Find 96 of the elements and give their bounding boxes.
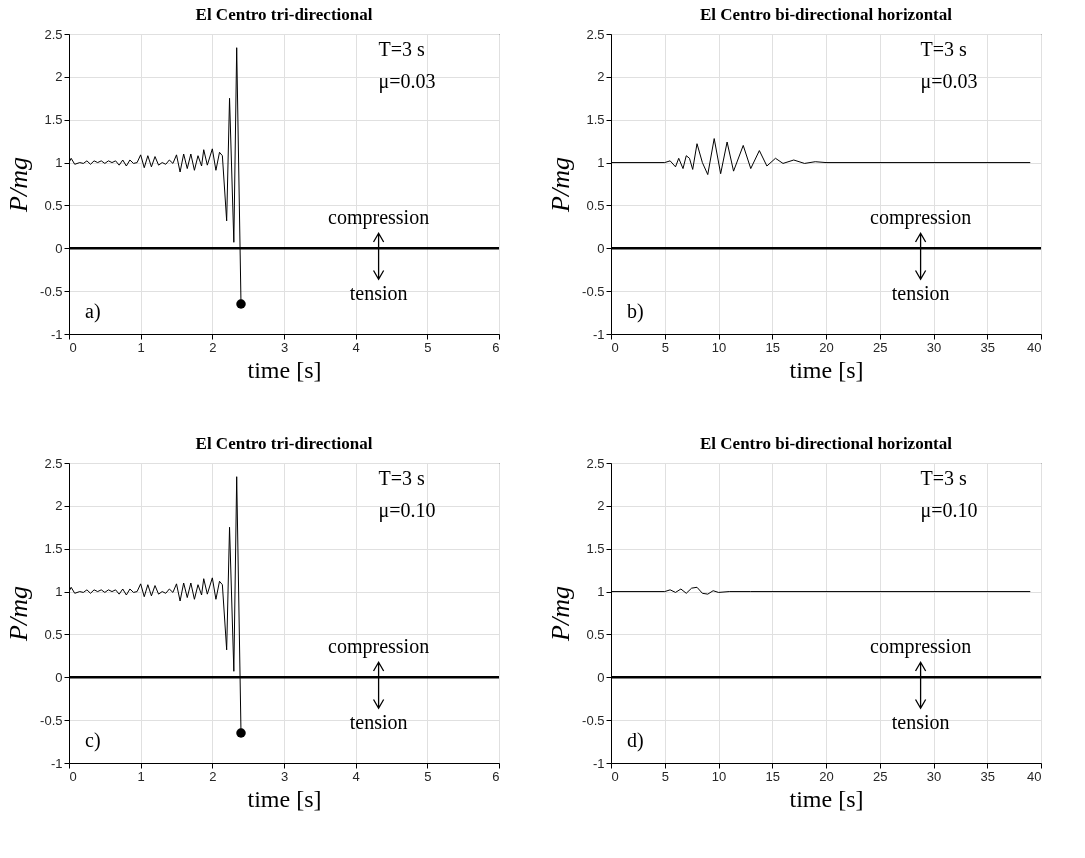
y-tick-label: 0.5	[44, 626, 63, 642]
x-tick-label: 20	[819, 339, 834, 355]
x-tick-label: 4	[352, 339, 360, 355]
annotation: c)	[85, 729, 101, 752]
x-tick-label: 5	[424, 768, 432, 784]
x-axis-title: time [s]	[247, 356, 322, 383]
x-tick-label: 6	[492, 339, 500, 355]
annotation: b)	[627, 300, 644, 323]
chart-title: El Centro tri-directional	[195, 5, 373, 24]
y-tick-label: -1	[592, 755, 605, 771]
x-tick-label: 0	[611, 339, 619, 355]
x-tick-label: 5	[424, 339, 432, 355]
annotation: T=3 s	[920, 467, 968, 489]
annotation: μ=0.03	[920, 70, 978, 93]
x-tick-label: 1	[137, 768, 145, 784]
x-tick-label: 30	[926, 768, 942, 784]
x-tick-label: 6	[492, 768, 500, 784]
x-tick-label: 15	[765, 768, 780, 784]
y-tick-label: 1	[55, 584, 63, 600]
y-tick-label: 2.5	[586, 455, 605, 471]
y-tick-label: 0.5	[586, 626, 605, 642]
y-tick-label: 0	[597, 669, 605, 685]
x-tick-label: 25	[873, 339, 888, 355]
annotation: μ=0.03	[378, 70, 436, 93]
x-tick-label: 0	[611, 768, 619, 784]
y-tick-label: 2	[597, 498, 605, 514]
y-tick-label: 1.5	[586, 112, 605, 128]
annotation: a)	[85, 300, 101, 323]
x-tick-label: 25	[873, 768, 888, 784]
y-tick-label: -0.5	[40, 283, 63, 299]
x-tick-label: 3	[280, 339, 289, 355]
y-axis-title: P/mg	[546, 586, 576, 642]
x-tick-label: 35	[980, 768, 995, 784]
y-tick-label: 2.5	[44, 26, 63, 42]
y-axis-title: P/mg	[4, 157, 34, 213]
chart-title: El Centro tri-directional	[195, 434, 373, 453]
x-tick-label: 3	[280, 768, 289, 784]
x-axis-title: time [s]	[789, 356, 864, 383]
chart-title: El Centro bi-directional horizontal	[699, 5, 953, 24]
y-tick-label: -0.5	[40, 712, 63, 728]
x-tick-label: 10	[711, 768, 727, 784]
x-tick-label: 4	[352, 768, 360, 784]
y-axis-title: P/mg	[546, 157, 576, 213]
x-tick-label: 5	[661, 768, 669, 784]
y-tick-label: -1	[592, 326, 605, 342]
annotation: tension	[349, 711, 408, 734]
annotation: compression	[870, 635, 972, 659]
y-tick-label: -1	[50, 755, 63, 771]
y-tick-label: -0.5	[582, 712, 605, 728]
y-tick-label: 0.5	[586, 197, 605, 213]
annotation: tension	[891, 282, 950, 305]
y-tick-label: 1	[55, 155, 63, 171]
annotation: compression	[870, 206, 972, 230]
y-axis-title: P/mg	[4, 586, 34, 642]
y-tick-label: 1.5	[586, 541, 605, 557]
x-tick-label: 15	[765, 339, 780, 355]
x-tick-label: 2	[209, 768, 217, 784]
annotation: d)	[627, 729, 644, 752]
y-tick-label: 1	[597, 155, 605, 171]
chart-title: El Centro bi-directional horizontal	[699, 434, 953, 453]
y-tick-label: 0	[597, 240, 605, 256]
annotation: tension	[349, 282, 408, 305]
annotation: compression	[328, 635, 430, 659]
x-tick-label: 20	[819, 768, 834, 784]
x-tick-label: 35	[980, 339, 995, 355]
y-tick-label: 0	[55, 669, 63, 685]
y-tick-label: 2	[55, 69, 63, 85]
x-tick-label: 40	[1027, 339, 1042, 355]
y-tick-label: 2	[597, 69, 605, 85]
y-tick-label: 1	[597, 584, 605, 600]
x-tick-label: 0	[69, 339, 77, 355]
x-tick-label: 5	[661, 339, 669, 355]
x-tick-label: 2	[209, 339, 217, 355]
annotation: compression	[328, 206, 430, 230]
x-axis-title: time [s]	[247, 785, 322, 812]
y-tick-label: 1.5	[44, 112, 63, 128]
annotation: tension	[891, 711, 950, 734]
y-tick-label: 2	[55, 498, 63, 514]
x-tick-label: 10	[711, 339, 727, 355]
y-tick-label: 2.5	[586, 26, 605, 42]
x-axis-title: time [s]	[789, 785, 864, 812]
annotation: μ=0.10	[920, 499, 978, 522]
annotation: T=3 s	[920, 38, 968, 60]
y-tick-label: 1.5	[44, 541, 63, 557]
x-tick-label: 0	[69, 768, 77, 784]
x-tick-label: 40	[1027, 768, 1042, 784]
y-tick-label: -1	[50, 326, 63, 342]
y-tick-label: 2.5	[44, 455, 63, 471]
annotation: μ=0.10	[378, 499, 436, 522]
x-tick-label: 1	[137, 339, 145, 355]
y-tick-label: 0.5	[44, 197, 63, 213]
annotation: T=3 s	[378, 467, 426, 489]
annotation: T=3 s	[378, 38, 426, 60]
y-tick-label: -0.5	[582, 283, 605, 299]
y-tick-label: 0	[55, 240, 63, 256]
x-tick-label: 30	[926, 339, 942, 355]
